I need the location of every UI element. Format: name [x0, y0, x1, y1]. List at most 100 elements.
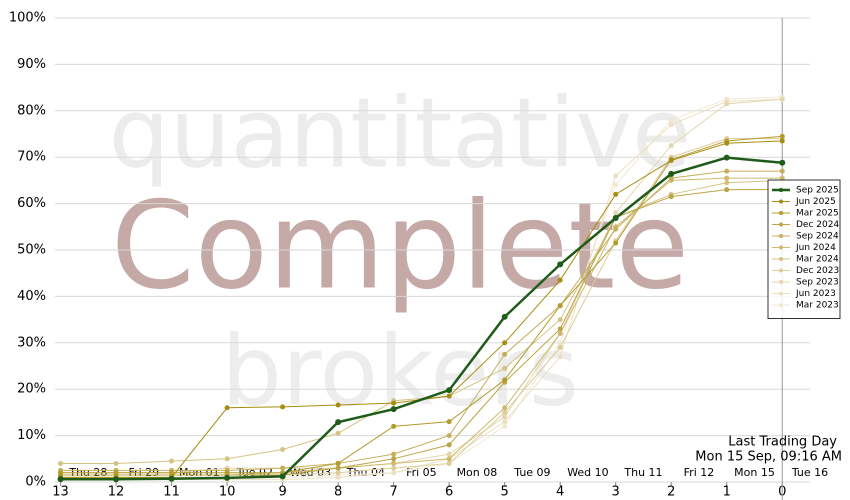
- point: [502, 365, 508, 371]
- point: [113, 476, 120, 483]
- point: [391, 470, 397, 476]
- point: [446, 456, 452, 462]
- point: [224, 470, 230, 476]
- point: [668, 117, 674, 123]
- watermark: brokers: [221, 315, 579, 427]
- legend-dot: [779, 211, 783, 215]
- point: [280, 404, 286, 410]
- series: [58, 133, 785, 476]
- annotation: Last Trading Day: [728, 435, 837, 450]
- point: [335, 430, 341, 436]
- legend-dot: [779, 188, 783, 192]
- point: [724, 180, 730, 186]
- point: [502, 377, 508, 383]
- legend-dot: [779, 245, 783, 250]
- point: [501, 313, 508, 320]
- series-line: [60, 135, 783, 474]
- legend-label: Mar 2024: [796, 255, 839, 265]
- point: [779, 168, 785, 174]
- legend-label: Jun 2023: [795, 289, 836, 299]
- day-label: Wed 10: [567, 466, 608, 479]
- point: [446, 442, 452, 448]
- annotation: Mon 15 Sep, 09:16 AM: [695, 450, 842, 465]
- point: [613, 173, 619, 179]
- x-tick-label: 1: [723, 485, 731, 500]
- watermark: Complete: [111, 178, 689, 317]
- point: [446, 419, 452, 425]
- x-tick-label: 9: [278, 485, 286, 500]
- point: [613, 226, 619, 232]
- y-tick-label: 40%: [17, 289, 46, 304]
- point: [391, 456, 397, 462]
- point: [279, 473, 286, 480]
- point: [668, 175, 674, 181]
- point: [779, 138, 785, 144]
- series-line: [60, 156, 783, 481]
- series-line: [60, 189, 783, 476]
- legend-label: Dec 2023: [796, 266, 839, 276]
- point: [502, 409, 508, 415]
- legend-dot: [779, 234, 783, 238]
- day-label: Mon 08: [457, 466, 498, 479]
- point: [335, 402, 341, 408]
- point: [58, 460, 64, 466]
- point: [391, 423, 397, 429]
- point: [613, 240, 619, 246]
- point: [280, 465, 286, 471]
- point: [335, 460, 341, 466]
- point: [502, 423, 508, 429]
- point: [224, 474, 231, 481]
- legend-dot: [779, 291, 783, 296]
- x-tick-label: 13: [52, 485, 69, 500]
- point: [724, 140, 730, 146]
- legend-dot: [779, 280, 783, 284]
- point: [557, 303, 563, 309]
- point: [779, 133, 785, 139]
- legend-label: Sep 2024: [796, 232, 839, 242]
- point: [502, 405, 508, 411]
- point: [224, 405, 230, 411]
- point: [280, 447, 286, 453]
- point: [335, 465, 341, 471]
- point: [557, 354, 563, 360]
- y-tick-label: 70%: [17, 150, 46, 165]
- point: [446, 387, 453, 394]
- point: [446, 460, 452, 466]
- y-tick-label: 60%: [17, 196, 46, 211]
- x-tick-label: 4: [556, 485, 564, 500]
- x-tick-label: 8: [334, 485, 342, 500]
- point: [557, 277, 563, 283]
- day-label: Mon 15: [734, 466, 775, 479]
- point: [613, 182, 619, 188]
- y-tick-label: 50%: [17, 243, 46, 258]
- point: [557, 331, 563, 337]
- series-line: [60, 98, 783, 474]
- point: [502, 351, 508, 357]
- point: [58, 470, 64, 476]
- point: [57, 476, 64, 483]
- point: [557, 317, 563, 323]
- legend-dot: [779, 268, 783, 273]
- point: [391, 451, 397, 457]
- point: [446, 451, 452, 457]
- point: [169, 458, 175, 464]
- point: [668, 122, 674, 128]
- point: [668, 170, 675, 177]
- point: [724, 101, 730, 107]
- legend-dot: [779, 257, 783, 261]
- x-tick-label: 7: [389, 485, 397, 500]
- point: [724, 175, 730, 181]
- point: [446, 393, 452, 399]
- legend-label: Sep 2025: [796, 186, 839, 196]
- point: [169, 470, 175, 476]
- point: [668, 157, 674, 163]
- legend-dot: [779, 199, 783, 204]
- day-label: Thu 04: [346, 466, 385, 479]
- point: [557, 326, 563, 332]
- point: [224, 456, 230, 462]
- legend-label: Jun 2025: [795, 197, 836, 207]
- point: [668, 143, 674, 149]
- point: [502, 414, 508, 420]
- point: [612, 214, 619, 221]
